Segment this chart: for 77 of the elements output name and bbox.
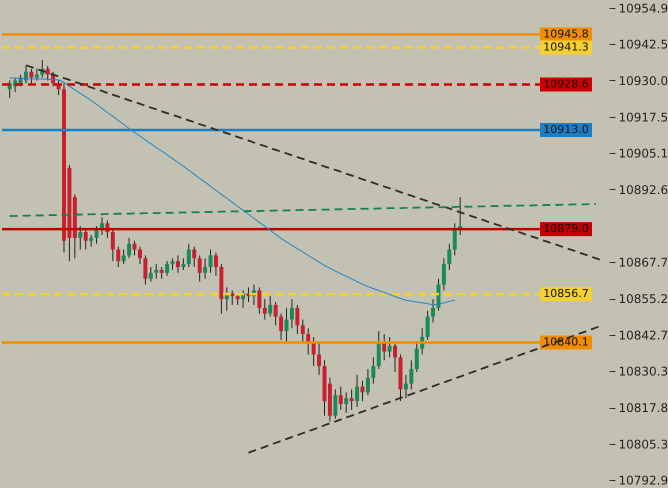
candlestick (148, 266, 153, 282)
candlestick (192, 246, 196, 268)
candlestick (257, 286, 262, 314)
y-tick-label: 10867.7 (618, 256, 668, 270)
candlestick (431, 298, 436, 323)
ref-line-label: 10928.6 (543, 78, 589, 91)
candlestick (300, 319, 305, 344)
candlestick (360, 380, 364, 402)
candlestick (208, 249, 213, 274)
candlestick (198, 254, 202, 282)
candlestick (132, 240, 137, 256)
ref-line-label: 10856.7 (543, 287, 589, 300)
candlestick (290, 298, 294, 329)
candlestick (344, 392, 348, 414)
candlestick (317, 342, 322, 376)
candlestick (116, 246, 120, 268)
line-series (8, 203, 597, 217)
y-tick-label: 10905.1 (618, 146, 668, 161)
candlestick (355, 374, 360, 408)
candlestick (122, 249, 126, 265)
y-tick-label: 10842.7 (618, 328, 668, 342)
candlestick (284, 307, 289, 344)
candlestick (268, 296, 272, 318)
candlestick (127, 237, 132, 259)
candlestick (160, 266, 164, 280)
candlestick (452, 222, 457, 256)
candlestick (366, 368, 370, 396)
candlestick (110, 228, 115, 262)
candlestick (295, 304, 300, 335)
candlestick (84, 228, 88, 250)
line-series (25, 64, 602, 261)
candlestick (170, 258, 175, 270)
y-tick-label: 10817.8 (618, 401, 668, 416)
candlestick (274, 302, 278, 326)
candlestick (404, 374, 408, 399)
candlestick (350, 388, 354, 410)
candlestick (442, 258, 446, 291)
candlestick (436, 278, 440, 312)
candlestick (376, 330, 381, 370)
candlestick (338, 386, 343, 410)
candlestick (143, 254, 148, 286)
candlestick (176, 254, 180, 274)
candlestick (312, 336, 316, 367)
candlestick (414, 342, 419, 372)
candlestick (426, 310, 430, 340)
candlestick (214, 252, 218, 276)
candlestick (262, 298, 267, 320)
candlestick (165, 260, 170, 276)
candlestick (138, 246, 142, 265)
y-tick-label: 10942.5 (618, 38, 668, 52)
candlestick (371, 356, 376, 384)
y-tick-label: 10892.6 (618, 182, 668, 197)
candlestick (333, 388, 338, 420)
candlestick (409, 360, 414, 390)
candlestick (186, 243, 191, 268)
ref-line-label: 10879.0 (543, 222, 589, 236)
candlestick (447, 243, 452, 270)
candlestick (29, 68, 34, 84)
candlestick (78, 226, 82, 250)
y-tick-label: 10954.9 (618, 1, 668, 16)
ref-line-label: 10941.3 (543, 40, 589, 54)
ref-line-label: 10913.0 (543, 123, 589, 136)
candlestick (181, 258, 186, 270)
ref-line-label: 10945.8 (543, 27, 589, 40)
candlestick (89, 234, 94, 248)
candlestick (393, 342, 398, 372)
y-tick-label: 10792.9 (618, 474, 668, 488)
y-tick-label: 10930.0 (618, 74, 668, 88)
y-tick-label: 10917.5 (618, 110, 668, 124)
y-tick-label: 10855.2 (618, 292, 668, 306)
candlestick (34, 68, 39, 81)
y-tick-label: 10805.3 (618, 437, 668, 452)
candlestick (279, 313, 284, 340)
y-tick-label: 10830.3 (618, 364, 668, 379)
candlestick (203, 258, 208, 280)
candlestick (388, 336, 392, 358)
candlestick (154, 264, 158, 280)
